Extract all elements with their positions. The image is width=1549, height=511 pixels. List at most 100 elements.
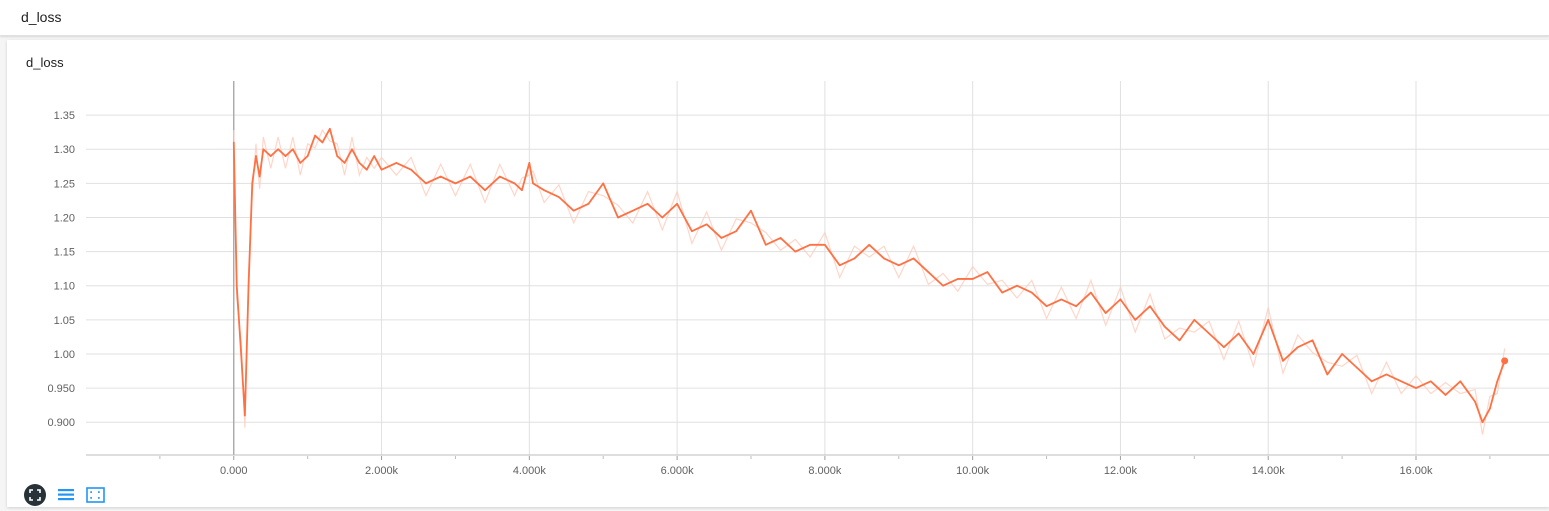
- data-point: [750, 209, 752, 212]
- data-point: [454, 182, 457, 185]
- data-point: [1370, 380, 1373, 383]
- data-point: [299, 162, 302, 164]
- y-tick-label: 1.20: [54, 212, 75, 224]
- data-point: [469, 175, 472, 178]
- header-bar: d_loss: [0, 0, 1549, 36]
- data-point: [1444, 394, 1447, 396]
- data-point: [1311, 339, 1314, 342]
- data-point: [380, 168, 383, 171]
- data-point: [631, 209, 634, 212]
- data-point: [1104, 312, 1107, 314]
- data-point: [1193, 319, 1196, 321]
- data-point: [1296, 346, 1299, 348]
- data-point: [1178, 339, 1181, 342]
- fullscreen-icon[interactable]: [24, 484, 46, 506]
- x-tick-label: 16.00k: [1399, 465, 1433, 477]
- data-point: [1090, 291, 1092, 294]
- data-point: [661, 216, 664, 219]
- data-point: [269, 155, 272, 157]
- data-point: [1341, 353, 1343, 355]
- data-point: [255, 155, 257, 157]
- data-point: [439, 175, 442, 178]
- y-tick-label: 0.900: [47, 417, 75, 429]
- data-point: [1356, 366, 1358, 369]
- data-point: [942, 284, 944, 287]
- data-point: [314, 134, 316, 137]
- data-point: [558, 196, 560, 198]
- data-point: [1496, 380, 1499, 383]
- data-point: [1208, 332, 1210, 335]
- data-point: [528, 162, 531, 164]
- y-tick-label: 0.950: [47, 383, 75, 395]
- data-point: [1030, 291, 1033, 294]
- data-point: [321, 141, 324, 144]
- data-point: [838, 264, 841, 267]
- y-tick-label: 1.00: [54, 349, 75, 361]
- data-point: [1149, 305, 1151, 308]
- data-point: [425, 182, 427, 185]
- data-point: [365, 168, 368, 171]
- data-point: [351, 148, 353, 151]
- data-point: [284, 155, 287, 157]
- data-point: [824, 243, 826, 246]
- y-tick-label: 1.05: [54, 315, 75, 327]
- data-point: [240, 353, 242, 355]
- data-point: [484, 189, 486, 191]
- data-point: [262, 148, 265, 151]
- data-point: [809, 243, 811, 246]
- data-point: [1400, 380, 1403, 383]
- data-point: [1481, 421, 1484, 424]
- data-point: [1045, 305, 1048, 308]
- data-point: [292, 148, 294, 151]
- data-point: [868, 243, 871, 246]
- x-tick-label: 2.000k: [365, 465, 399, 477]
- y-tick-label: 1.35: [54, 110, 75, 122]
- chart-title: d_loss: [26, 55, 64, 70]
- data-point: [410, 168, 412, 171]
- data-point: [277, 148, 279, 151]
- data-point: [244, 414, 246, 417]
- data-point: [779, 237, 782, 239]
- data-point: [1237, 332, 1240, 335]
- data-point: [705, 223, 708, 226]
- fit-domain-icon[interactable]: [84, 484, 106, 506]
- y-tick-label: 1.15: [54, 247, 75, 259]
- data-point: [532, 182, 534, 185]
- data-point: [602, 182, 605, 185]
- data-point: [1474, 400, 1476, 403]
- chart-plot[interactable]: 0.900 0.950 1.00 1.05 1.10 1.15 1.20 1.25 1.30 1.…: [7, 40, 1549, 507]
- data-point: [1252, 353, 1255, 355]
- data-point: [1489, 407, 1491, 410]
- data-point: [498, 175, 501, 178]
- data-point: [883, 257, 885, 260]
- data-point: [587, 203, 590, 205]
- data-point: [617, 216, 619, 219]
- data-point: [853, 257, 856, 260]
- data-point: [971, 278, 974, 280]
- data-point: [646, 203, 649, 205]
- raw-series-line: [233, 128, 1506, 435]
- data-point: [1060, 298, 1063, 301]
- data-point: [1001, 291, 1004, 294]
- data-point: [735, 230, 738, 232]
- data-point: [691, 230, 693, 232]
- data-point: [258, 175, 261, 178]
- data-point: [1163, 325, 1166, 328]
- data-point: [912, 257, 915, 260]
- data-point: [329, 127, 331, 130]
- list-icon[interactable]: [55, 484, 77, 506]
- series-line: [232, 127, 1506, 424]
- data-point: [572, 209, 575, 212]
- x-tick-label: 0.000: [220, 465, 248, 477]
- data-point: [676, 203, 678, 205]
- data-point: [543, 189, 545, 191]
- data-point: [513, 182, 516, 185]
- y-tick-label: 1.10: [54, 281, 75, 293]
- data-point: [343, 162, 346, 164]
- data-point: [794, 250, 797, 253]
- chart-card: d_loss 0.900 0.950 1.00 1.05 1.10 1.15 1.20 1.2…: [7, 40, 1549, 507]
- header-title[interactable]: d_loss: [21, 9, 62, 25]
- data-point: [235, 284, 238, 287]
- data-point: [1429, 380, 1432, 383]
- data-point: [927, 271, 930, 273]
